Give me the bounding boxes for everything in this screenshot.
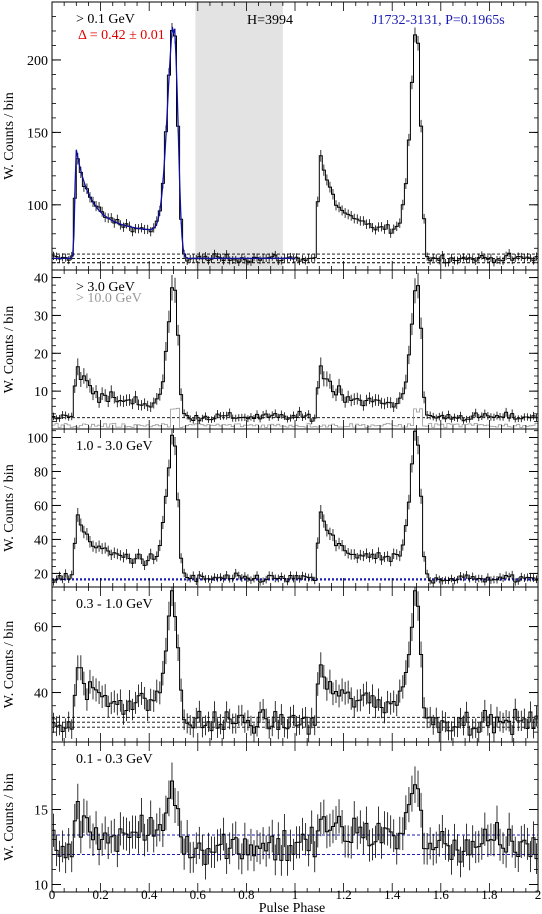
panel-5: 10 15 W. Counts / bin 0.1 - 0.3 GeV (2, 741, 539, 894)
x-tick-label: 0.2 (92, 887, 108, 902)
histogram-line (52, 780, 538, 865)
offpulse-region (195, 2, 283, 270)
y-tick-label: 80 (34, 465, 48, 480)
x-axis-label: Pulse Phase (259, 901, 326, 914)
x-tick-label: 1.2 (335, 887, 351, 902)
x-tick-label: 0.8 (238, 887, 254, 902)
x-tick-label: 1 (292, 887, 299, 902)
y-tick-label: 20 (34, 347, 48, 362)
y-axis-label: W. Counts / bin (2, 773, 17, 860)
peak-separation-label: Δ = 0.42 ± 0.01 (78, 28, 165, 43)
y-tick-label: 10 (34, 879, 48, 894)
panel-2: 10 20 30 40 W. Counts / bin > 3.0 GeV> 10.0 G… (2, 269, 539, 430)
energy-band-label-2: > 10.0 GeV (76, 291, 142, 306)
y-axis-label: W. Counts / bin (2, 464, 17, 551)
x-tick-label: 1.6 (433, 887, 450, 902)
y-tick-label: 100 (27, 199, 48, 214)
x-tick-label: 0.6 (190, 887, 207, 902)
y-tick-label: 30 (34, 309, 48, 324)
x-tick-label: 1.8 (481, 887, 497, 902)
histogram-line (52, 430, 538, 584)
y-tick-label: 40 (34, 272, 48, 287)
pulsar-label: J1732-3131, P=0.1965s (372, 13, 505, 28)
x-axis: 0 0.2 0.4 0.6 0.8 1 1.2 1.4 1.6 1.8 2 Pulse Phase (49, 887, 542, 914)
y-tick-label: 60 (34, 621, 48, 636)
histogram-line (52, 30, 538, 264)
energy-band-label: > 0.1 GeV (76, 12, 135, 27)
energy-band-label: 1.0 - 3.0 GeV (76, 439, 153, 454)
histogram-line (52, 590, 538, 736)
y-tick-label: 40 (34, 533, 48, 548)
y-axis-label: W. Counts / bin (2, 621, 17, 708)
h-test-label: H=3994 (247, 13, 293, 28)
y-tick-label: 20 (34, 567, 48, 582)
x-tick-label: 0.4 (141, 887, 158, 902)
panel-4: 40 60 W. Counts / bin 0.3 - 1.0 GeV (2, 586, 539, 743)
panel-3: 20 40 60 80 100 W. Counts / bin 1.0 - 3.0 GeV (2, 428, 539, 588)
fit-curve (52, 26, 295, 260)
y-tick-label: 100 (27, 431, 48, 446)
histogram-gray (52, 407, 538, 428)
y-axis-label: W. Counts / bin (2, 306, 17, 393)
energy-band-label: 0.3 - 1.0 GeV (76, 597, 153, 612)
x-tick-label: 2 (535, 887, 542, 902)
y-tick-label: 200 (27, 54, 48, 69)
y-tick-label: 10 (34, 385, 48, 400)
x-tick-label: 0 (49, 887, 56, 902)
y-tick-label: 15 (34, 804, 48, 819)
y-tick-label: 40 (34, 687, 48, 702)
energy-band-label: 0.1 - 0.3 GeV (76, 752, 153, 767)
energy-band-label: > 3.0 GeV (76, 280, 135, 295)
x-tick-label: 1.4 (384, 887, 401, 902)
y-tick-label: 150 (27, 126, 48, 141)
histogram-line (52, 285, 538, 422)
y-tick-label: 60 (34, 499, 48, 514)
y-axis-label: W. Counts / bin (2, 92, 17, 179)
